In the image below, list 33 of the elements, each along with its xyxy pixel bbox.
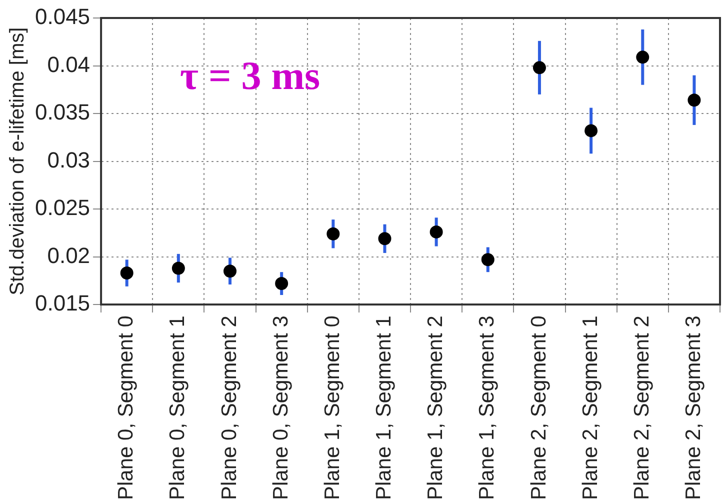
y-tick-label: 0.035	[34, 100, 90, 125]
x-tick-label: Plane 2, Segment 3	[682, 316, 706, 500]
point	[224, 264, 236, 278]
x-tick-label: Plane 1, Segment 3	[476, 316, 499, 500]
x-tick-label: Plane 0, Segment 3	[269, 316, 292, 500]
x-tick-label: Plane 2, Segment 1	[578, 316, 602, 500]
point	[532, 61, 546, 74]
point	[120, 266, 134, 280]
x-tick-label: Plane 1, Segment 0	[320, 316, 344, 500]
point	[688, 94, 701, 107]
point	[430, 225, 443, 238]
point	[636, 50, 650, 64]
y-tick-label: 0.03	[47, 147, 90, 172]
x-tick-label: Plane 1, Segment 1	[372, 316, 396, 500]
y-tick-label: 0.015	[34, 290, 90, 316]
x-tick-label: Plane 1, Segment 2	[424, 316, 448, 500]
x-tick-label: Plane 0, Segment 1	[166, 316, 190, 500]
point	[275, 277, 288, 290]
y-axis-title: Std.deviation of e-lifetime [ms]	[6, 27, 29, 296]
x-tick-label: Plane 2, Segment 2	[630, 316, 654, 500]
y-tick-label: 0.02	[47, 242, 90, 268]
annotation: τ = 3 ms	[180, 52, 320, 99]
point	[584, 124, 598, 138]
point	[172, 262, 185, 275]
point	[326, 227, 340, 240]
y-tick-label: 0.025	[34, 195, 90, 220]
y-tick-label: 0.045	[34, 4, 90, 30]
x-tick-label: Plane 0, Segment 0	[114, 316, 138, 500]
x-tick-label: Plane 0, Segment 2	[218, 316, 241, 500]
point	[378, 232, 392, 246]
point	[481, 253, 494, 266]
x-tick-label: Plane 2, Segment 0	[527, 316, 550, 500]
y-tick-label: 0.04	[47, 52, 90, 77]
